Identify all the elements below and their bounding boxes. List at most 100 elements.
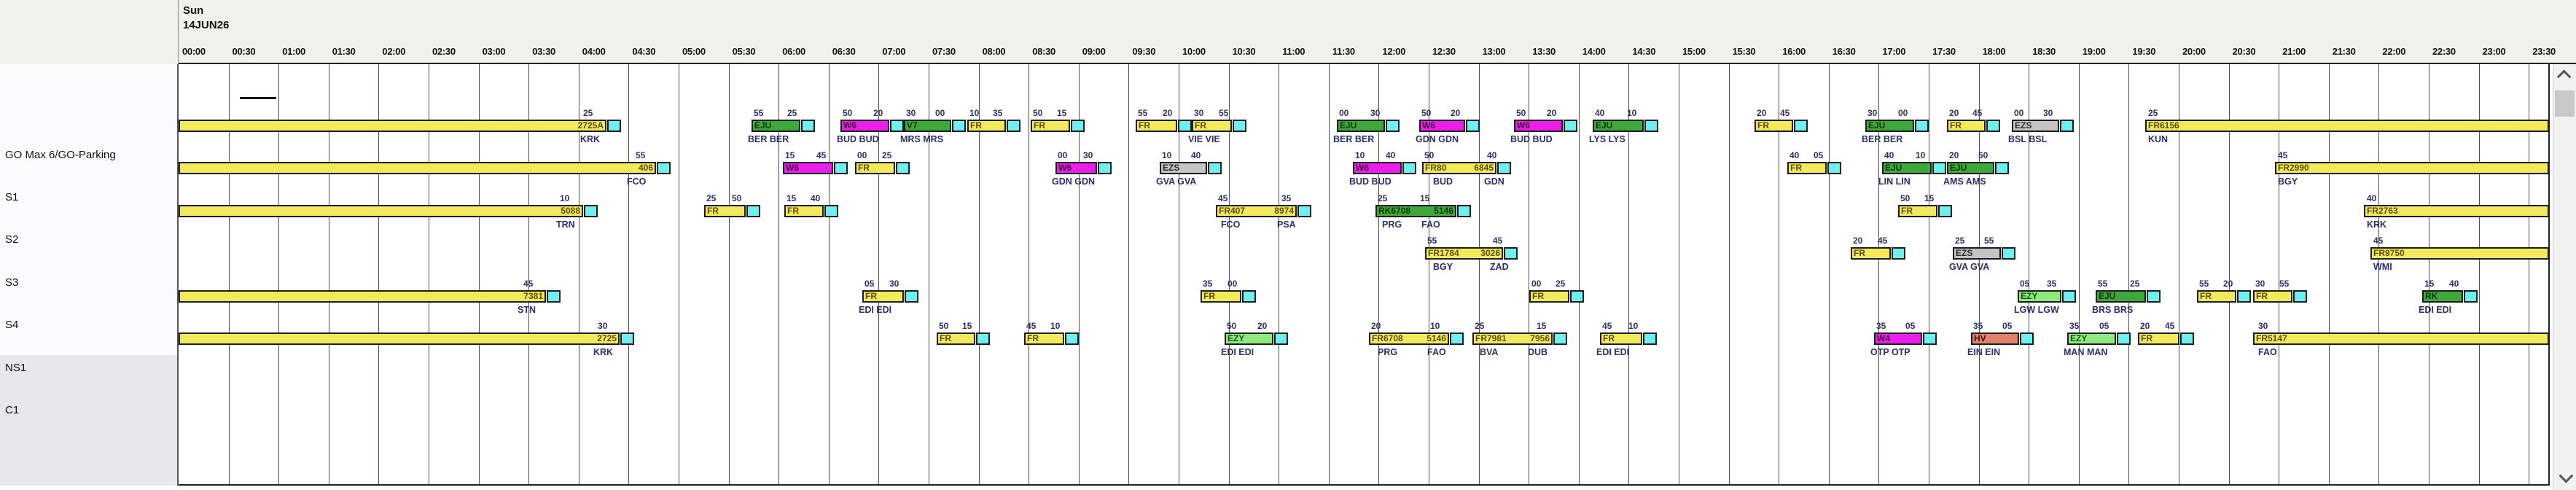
- flight-bar[interactable]: 7381: [179, 289, 546, 303]
- flight-bar[interactable]: FR: [1787, 162, 1827, 175]
- flight-bar[interactable]: EZS: [1160, 162, 1207, 175]
- flight-bar[interactable]: W6: [783, 162, 833, 175]
- turnaround-block[interactable]: [1007, 120, 1020, 132]
- flight-bar[interactable]: W4: [1874, 332, 1922, 345]
- scrollbar-thumb[interactable]: [2555, 90, 2575, 117]
- flight-bar[interactable]: EJU: [2096, 289, 2146, 303]
- flight-bar[interactable]: EZY: [1225, 332, 1273, 345]
- flight-bar[interactable]: FR: [1600, 332, 1642, 345]
- flight-bar[interactable]: FR: [1136, 120, 1177, 132]
- turnaround-block[interactable]: [2293, 289, 2307, 303]
- flight-bar[interactable]: 2725A: [179, 120, 606, 132]
- flight-bar[interactable]: EZS: [1953, 247, 2001, 260]
- flight-bar[interactable]: W6: [1514, 120, 1563, 132]
- turnaround-block[interactable]: [607, 120, 621, 132]
- turnaround-block[interactable]: [1643, 332, 1657, 345]
- flight-bar[interactable]: W6: [1353, 162, 1402, 175]
- flight-bar[interactable]: FR: [1898, 204, 1937, 217]
- scroll-down-button[interactable]: [2553, 465, 2576, 489]
- flight-bar[interactable]: 406: [179, 162, 656, 175]
- turnaround-block[interactable]: [976, 332, 990, 345]
- flight-bar[interactable]: FR: [937, 332, 975, 345]
- scroll-up-button[interactable]: [2553, 64, 2576, 88]
- turnaround-block[interactable]: [1457, 204, 1471, 217]
- flight-bar[interactable]: FR2763: [2364, 204, 2548, 217]
- flight-bar[interactable]: EJU: [1337, 120, 1385, 132]
- flight-bar[interactable]: EZY: [2018, 289, 2061, 303]
- turnaround-block[interactable]: [1208, 162, 1222, 175]
- flight-bar[interactable]: EJU: [1882, 162, 1932, 175]
- flight-bar[interactable]: EZS: [2012, 120, 2059, 132]
- turnaround-block[interactable]: [1386, 120, 1400, 132]
- turnaround-block[interactable]: [801, 120, 815, 132]
- turnaround-block[interactable]: [1892, 247, 1905, 260]
- turnaround-block[interactable]: [1923, 332, 1937, 345]
- turnaround-block[interactable]: [2062, 289, 2076, 303]
- turnaround-block[interactable]: [1242, 289, 1256, 303]
- flight-bar[interactable]: EJU: [752, 120, 800, 132]
- turnaround-block[interactable]: [834, 162, 848, 175]
- turnaround-block[interactable]: [1570, 289, 1584, 303]
- flight-bar[interactable]: FR: [1201, 289, 1241, 303]
- turnaround-block[interactable]: [1827, 162, 1841, 175]
- turnaround-block[interactable]: [890, 120, 904, 132]
- turnaround-block[interactable]: [1932, 162, 1946, 175]
- turnaround-block[interactable]: [2180, 332, 2194, 345]
- flight-bar[interactable]: FR: [855, 162, 895, 175]
- flight-bar[interactable]: FR: [1192, 120, 1232, 132]
- turnaround-block[interactable]: [824, 204, 838, 217]
- schedule-grid[interactable]: 2725A 25 KRK EJU 55 25 BER BER W6 50 20 BUD BUD V7 3…: [179, 64, 2550, 486]
- turnaround-block[interactable]: [2147, 289, 2161, 303]
- turnaround-block[interactable]: [1794, 120, 1808, 132]
- flight-bar[interactable]: FR80 6845: [1422, 162, 1496, 175]
- flight-bar[interactable]: FR: [2138, 332, 2179, 345]
- flight-bar[interactable]: FR: [1024, 332, 1064, 345]
- flight-bar[interactable]: 5088: [179, 204, 583, 217]
- turnaround-block[interactable]: [1098, 162, 1112, 175]
- flight-bar[interactable]: EJU: [1593, 120, 1644, 132]
- turnaround-block[interactable]: [547, 289, 561, 303]
- turnaround-block[interactable]: [1297, 204, 1311, 217]
- turnaround-block[interactable]: [746, 204, 760, 217]
- vertical-scrollbar[interactable]: [2553, 64, 2576, 490]
- turnaround-block[interactable]: [1995, 162, 2009, 175]
- flight-bar[interactable]: FR: [2253, 289, 2292, 303]
- flight-bar[interactable]: FR: [1947, 120, 1986, 132]
- turnaround-block[interactable]: [2237, 289, 2251, 303]
- flight-bar[interactable]: FR5147: [2253, 332, 2548, 345]
- turnaround-block[interactable]: [905, 289, 918, 303]
- flight-bar[interactable]: FR: [967, 120, 1006, 132]
- flight-bar[interactable]: HV: [1971, 332, 2019, 345]
- turnaround-block[interactable]: [1915, 120, 1929, 132]
- flight-bar[interactable]: FR: [1851, 247, 1891, 260]
- turnaround-block[interactable]: [952, 120, 966, 132]
- turnaround-block[interactable]: [584, 204, 598, 217]
- flight-bar[interactable]: FR1784 3026: [1425, 247, 1503, 260]
- turnaround-block[interactable]: [1233, 120, 1246, 132]
- flight-bar[interactable]: FR: [1755, 120, 1793, 132]
- flight-bar[interactable]: W6: [1055, 162, 1097, 175]
- turnaround-block[interactable]: [1564, 120, 1577, 132]
- flight-bar[interactable]: FR407 8974: [1216, 204, 1297, 217]
- turnaround-block[interactable]: [1466, 120, 1480, 132]
- turnaround-block[interactable]: [2464, 289, 2478, 303]
- turnaround-block[interactable]: [2002, 247, 2015, 260]
- flight-bar[interactable]: RK6708 5146: [1375, 204, 1456, 217]
- turnaround-block[interactable]: [1402, 162, 1416, 175]
- flight-bar[interactable]: FR: [862, 289, 904, 303]
- flight-bar[interactable]: FR: [704, 204, 746, 217]
- turnaround-block[interactable]: [2060, 120, 2074, 132]
- flight-bar[interactable]: FR: [1529, 289, 1569, 303]
- turnaround-block[interactable]: [620, 332, 634, 345]
- turnaround-block[interactable]: [1178, 120, 1192, 132]
- flight-bar[interactable]: FR9750: [2370, 247, 2548, 260]
- flight-bar[interactable]: FR: [2197, 289, 2236, 303]
- turnaround-block[interactable]: [1644, 120, 1658, 132]
- turnaround-block[interactable]: [1450, 332, 1464, 345]
- turnaround-block[interactable]: [1065, 332, 1079, 345]
- flight-bar[interactable]: FR: [1031, 120, 1070, 132]
- turnaround-block[interactable]: [1071, 120, 1085, 132]
- flight-bar[interactable]: EJU: [1865, 120, 1914, 132]
- flight-bar[interactable]: FR6708 5146: [1369, 332, 1449, 345]
- flight-bar[interactable]: EZY: [2067, 332, 2116, 345]
